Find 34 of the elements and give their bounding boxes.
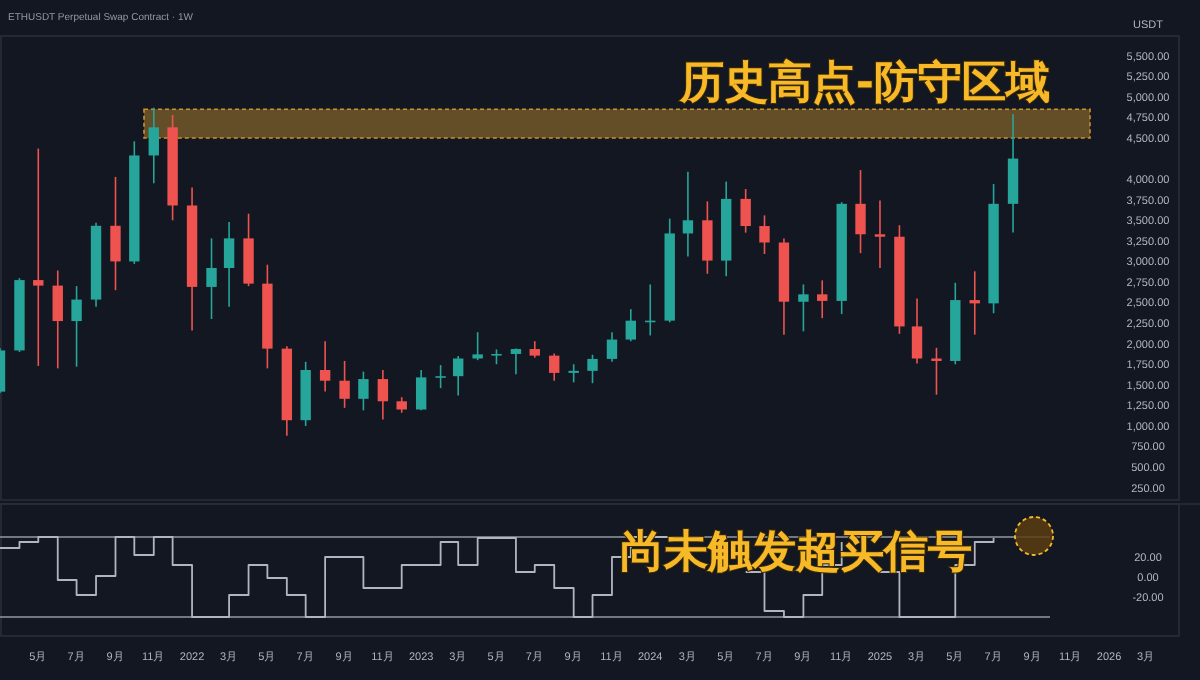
- candlestick: [587, 353, 598, 384]
- candlestick: [472, 331, 483, 361]
- candlestick: [110, 176, 121, 292]
- candlestick: [740, 188, 751, 234]
- candlestick: [148, 106, 159, 185]
- band-label: 历史高点-防守区域: [677, 57, 1050, 110]
- candlestick: [243, 212, 254, 287]
- candlestick: [33, 147, 44, 367]
- candlestick: [931, 347, 942, 396]
- candlestick: [855, 169, 866, 254]
- candlestick: [759, 214, 770, 255]
- candlestick: [606, 331, 618, 363]
- candlestick: [71, 285, 82, 368]
- candlestick: [549, 352, 560, 382]
- candlestick: [377, 369, 389, 421]
- candlestick: [206, 237, 217, 320]
- candlestick: [339, 360, 350, 409]
- candlestick: [319, 340, 331, 393]
- candlestick: [682, 170, 694, 258]
- candlestick: [911, 297, 923, 365]
- candlestick: [1007, 113, 1019, 234]
- candlestick: [52, 269, 63, 370]
- candlestick: [625, 308, 636, 343]
- candlestick: [798, 283, 809, 333]
- candlestick: [358, 370, 369, 412]
- candlestick: [452, 355, 464, 397]
- candlestick: [510, 347, 522, 375]
- candlestick: [435, 364, 446, 389]
- candlestick: [874, 199, 886, 269]
- candlestick: [702, 200, 713, 275]
- candlestick: [817, 279, 828, 319]
- candlestick: [568, 363, 579, 384]
- candlestick: [415, 369, 427, 412]
- candlestick: [223, 221, 235, 308]
